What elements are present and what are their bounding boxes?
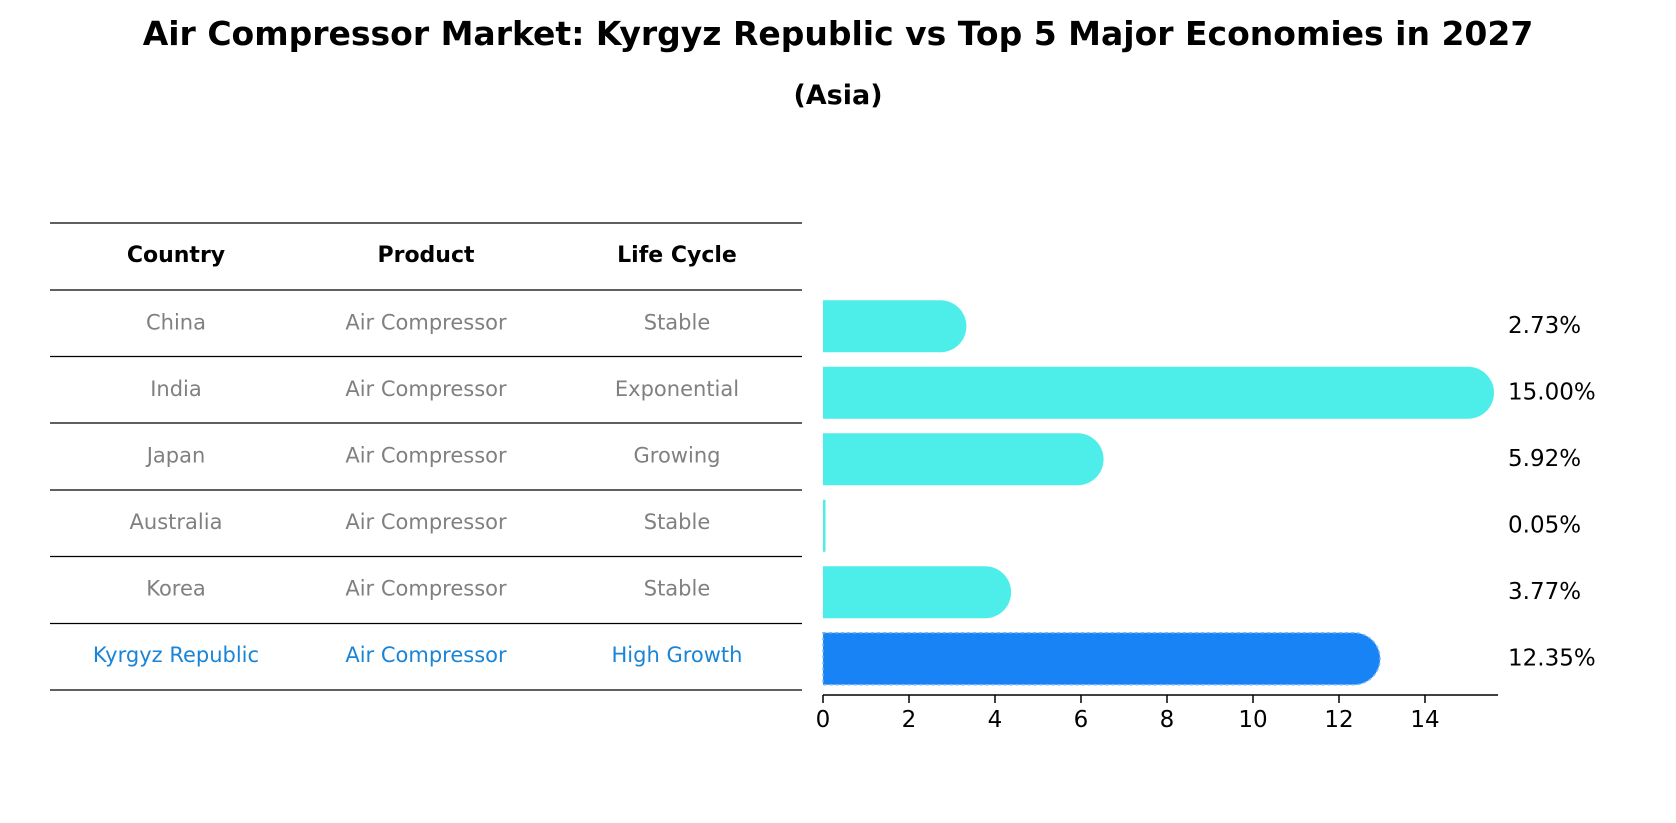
x-tick-label: 10 (1238, 707, 1267, 733)
table-cell-country: India (150, 377, 202, 401)
column-header-country: Country (127, 243, 225, 268)
value-labels: 2.73% 15.00% 5.92% 0.05% 3.77% 12.35% (1508, 313, 1596, 672)
value-label-australia: 0.05% (1508, 512, 1581, 538)
x-tick-label: 0 (816, 707, 831, 733)
table-cell-product: Air Compressor (345, 576, 507, 600)
bar-china (823, 300, 967, 353)
table-cell-life-cycle: Stable (644, 576, 711, 600)
table-cell-life-cycle: Stable (644, 510, 711, 534)
x-axis: 0 2 4 6 8 10 12 14 (816, 694, 1498, 733)
table-cell-country: China (146, 310, 206, 334)
table-cell-country: Australia (130, 510, 223, 534)
x-tick-label: 14 (1410, 707, 1439, 733)
chart-subtitle: (Asia) (793, 80, 883, 111)
table-cell-life-cycle: Growing (634, 443, 721, 467)
table-cell-product: Air Compressor (345, 377, 507, 401)
table-cell-life-cycle: Exponential (615, 377, 739, 401)
table-cell-life-cycle: High Growth (612, 643, 743, 667)
data-table: Country Product Life Cycle China Air Compres… (50, 222, 802, 691)
bar-korea (823, 566, 1012, 619)
table-cell-product: Air Compressor (345, 510, 507, 534)
table-cell-country: Kyrgyz Republic (93, 643, 259, 667)
x-tick-label: 8 (1160, 707, 1175, 733)
table-cell-product: Air Compressor (345, 643, 507, 667)
bar-kyrgyz-republic (822, 632, 1381, 686)
bar-japan (823, 433, 1104, 486)
value-label-kyrgyz-republic: 12.35% (1508, 645, 1596, 671)
table-cell-life-cycle: Stable (644, 310, 711, 334)
x-tick-label: 4 (988, 707, 1003, 733)
table-cell-country: Japan (145, 443, 206, 467)
value-label-china: 2.73% (1508, 313, 1581, 339)
bar-series (822, 300, 1494, 686)
table-cell-product: Air Compressor (345, 443, 507, 467)
column-header-life-cycle: Life Cycle (617, 243, 737, 268)
value-label-india: 15.00% (1508, 379, 1596, 405)
x-tick-label: 12 (1324, 707, 1353, 733)
table-cell-country: Korea (146, 576, 206, 600)
table-cell-product: Air Compressor (345, 310, 507, 334)
value-label-japan: 5.92% (1508, 446, 1581, 472)
column-header-product: Product (377, 243, 475, 268)
chart-title: Air Compressor Market: Kyrgyz Republic v… (142, 14, 1534, 53)
x-tick-label: 2 (902, 707, 917, 733)
value-label-korea: 3.77% (1508, 579, 1581, 605)
bar-india (823, 366, 1494, 419)
bar-australia (823, 499, 826, 552)
x-tick-label: 6 (1074, 707, 1089, 733)
